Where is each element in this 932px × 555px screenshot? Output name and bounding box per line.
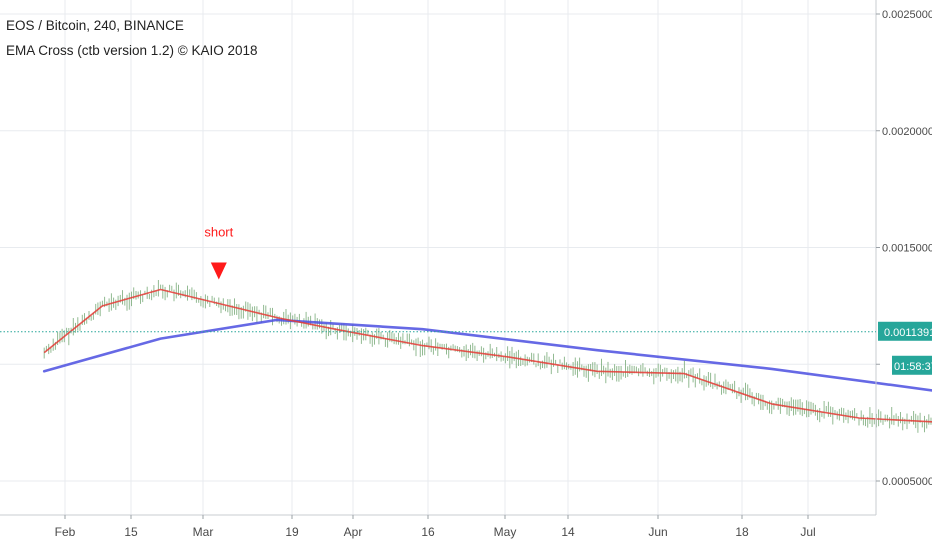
y-tick-label: 0.0015000 xyxy=(882,243,932,255)
time-axis[interactable]: Feb 15 Mar 19 Apr 16 May 14 Jun 18 Jul xyxy=(55,515,816,539)
x-tick-label: 15 xyxy=(124,525,138,539)
countdown-value: 01:58:37 xyxy=(894,361,932,373)
x-tick-label: 14 xyxy=(561,525,575,539)
y-tick-label: 0.0020000 xyxy=(882,126,932,138)
symbol-title: EOS / Bitcoin, 240, BINANCE xyxy=(6,18,184,33)
short-signal-arrow xyxy=(210,262,227,280)
x-tick-label: 18 xyxy=(735,525,749,539)
x-tick-label: May xyxy=(494,525,517,539)
current-price-value: 0.0011391 xyxy=(884,327,932,339)
x-tick-label: Apr xyxy=(344,525,363,539)
price-axis[interactable]: 0.0025000 0.0020000 0.0015000 0.0005000 xyxy=(876,9,932,488)
y-tick-label: 0.0005000 xyxy=(882,476,932,488)
current-price-marker: 0.0011391 01:58:37 xyxy=(0,321,932,375)
grid-layer xyxy=(0,0,876,515)
countdown-badge xyxy=(892,355,932,375)
ema-series-line xyxy=(42,318,932,392)
plot-layer xyxy=(42,280,932,433)
indicator-title: EMA Cross (ctb version 1.2) © KAIO 2018 xyxy=(6,43,258,58)
x-tick-label: Jul xyxy=(800,525,815,539)
price-series-line xyxy=(43,288,932,423)
signal-layer: shortshortlongshortlongshortlongshort xyxy=(204,225,234,280)
x-tick-label: Feb xyxy=(55,525,76,539)
x-tick-label: Mar xyxy=(193,525,214,539)
current-price-badge xyxy=(878,321,932,341)
y-tick-label: 0.0025000 xyxy=(882,9,932,21)
x-tick-label: Jun xyxy=(648,525,667,539)
short-signal-label: short xyxy=(204,225,233,240)
x-tick-label: 19 xyxy=(285,525,299,539)
x-tick-label: 16 xyxy=(421,525,435,539)
